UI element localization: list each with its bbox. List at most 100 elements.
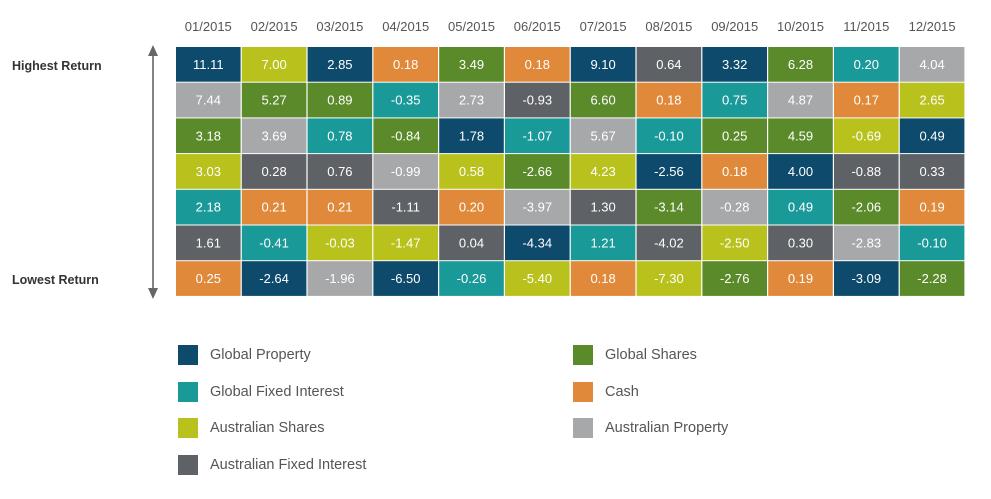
- cell-value: -1.47: [391, 235, 421, 250]
- cell-value: 0.25: [722, 128, 747, 143]
- cell-australian-shares: [899, 82, 965, 118]
- cell-value: -0.26: [457, 271, 487, 286]
- cell-value: -0.10: [917, 235, 947, 250]
- cell-global-property: [439, 118, 504, 154]
- cell-value: 0.58: [459, 164, 484, 179]
- cell-australian-property: [899, 47, 965, 82]
- cell-value: 1.21: [590, 235, 615, 250]
- cell-value: 4.23: [590, 164, 615, 179]
- cell-australian-fixed-interest: [636, 225, 702, 261]
- cell-australian-property: [768, 82, 833, 118]
- cell-australian-fixed-interest: [570, 189, 636, 225]
- cell-global-property: [570, 47, 636, 82]
- legend-label: Australian Property: [605, 420, 729, 436]
- cell-australian-property: [702, 189, 767, 225]
- cell-australian-shares: [241, 47, 307, 82]
- legend-item: Australian Property: [573, 418, 728, 438]
- cell-value: 0.25: [196, 271, 221, 286]
- cell-global-property: [373, 261, 438, 296]
- cell-australian-fixed-interest: [307, 154, 373, 189]
- legend-label: Global Shares: [605, 347, 697, 363]
- cell-australian-fixed-interest: [439, 225, 504, 261]
- cell-global-shares: [241, 82, 307, 118]
- cell-value: 0.89: [327, 93, 352, 108]
- cell-value: -2.50: [720, 235, 750, 250]
- cell-global-shares: [505, 154, 570, 189]
- cell-global-fixed-interest: [176, 189, 241, 225]
- cell-global-shares: [307, 82, 373, 118]
- cell-australian-property: [439, 82, 504, 118]
- column-label: 05/2015: [448, 19, 495, 34]
- legend-swatch: [573, 345, 593, 365]
- cell-australian-shares: [505, 261, 570, 296]
- cell-value: 2.73: [459, 93, 484, 108]
- cell-value: 1.30: [590, 200, 615, 215]
- cell-value: 3.32: [722, 57, 747, 72]
- cell-cash: [373, 47, 438, 82]
- cell-value: -2.28: [917, 271, 947, 286]
- return-arrow: [148, 45, 158, 299]
- legend-label: Australian Fixed Interest: [210, 456, 367, 473]
- cell-value: 3.18: [196, 128, 221, 143]
- legend-swatch: [178, 381, 198, 402]
- cell-australian-fixed-interest: [241, 154, 307, 189]
- cell-australian-fixed-interest: [176, 225, 241, 261]
- cell-global-property: [307, 47, 373, 82]
- cell-value: 0.18: [590, 271, 615, 286]
- column-label: 08/2015: [645, 19, 692, 34]
- cell-value: 4.87: [788, 93, 813, 108]
- cell-global-fixed-interest: [373, 82, 438, 118]
- cell-global-shares: [768, 118, 833, 154]
- column-label: 01/2015: [185, 19, 232, 34]
- cell-value: -2.76: [720, 271, 750, 286]
- legend-item: Global Shares: [573, 345, 697, 365]
- column-label: 03/2015: [316, 19, 363, 34]
- cell-global-property: [899, 118, 965, 154]
- column-label: 09/2015: [711, 19, 758, 34]
- cell-australian-shares: [439, 154, 504, 189]
- legend-item: Australian Shares: [178, 418, 324, 438]
- cell-australian-property: [241, 118, 307, 154]
- cell-value: -6.50: [391, 271, 421, 286]
- legend-swatch: [573, 418, 593, 438]
- cell-value: 3.69: [261, 128, 286, 143]
- cell-australian-fixed-interest: [768, 225, 833, 261]
- legend-label: Australian Shares: [210, 420, 325, 436]
- cell-value: 4.04: [919, 57, 944, 72]
- cell-value: -0.88: [851, 164, 881, 179]
- cell-global-shares: [570, 82, 636, 118]
- return-arrow-up-head: [148, 45, 158, 56]
- legend-item: Cash: [573, 381, 639, 402]
- cell-value: 0.21: [327, 200, 352, 215]
- cell-value: 0.18: [656, 93, 681, 108]
- cell-global-shares: [702, 118, 767, 154]
- column-labels: 01/2015 02/2015 03/2015 04/2015 05/2015 06/20…: [185, 19, 956, 34]
- cell-value: 0.78: [327, 128, 352, 143]
- cell-australian-shares: [834, 118, 899, 154]
- cell-global-fixed-interest: [768, 189, 833, 225]
- cell-australian-property: [570, 118, 636, 154]
- cell-value: 0.17: [854, 93, 879, 108]
- cell-value: 11.11: [193, 57, 224, 72]
- cell-value: -0.35: [391, 93, 421, 108]
- cell-value: 7.44: [196, 93, 221, 108]
- cell-value: 5.67: [590, 128, 615, 143]
- cell-value: -0.84: [391, 128, 421, 143]
- cell-australian-shares: [176, 154, 241, 189]
- cell-value: 0.20: [459, 200, 484, 215]
- cell-global-property: [702, 47, 767, 82]
- column-label: 07/2015: [580, 19, 627, 34]
- legend-item: Australian Fixed Interest: [178, 454, 367, 475]
- cell-value: -1.11: [391, 200, 420, 215]
- cell-value: -7.30: [654, 271, 684, 286]
- cell-global-shares: [702, 261, 767, 296]
- cell-value: 6.28: [788, 57, 813, 72]
- cell-cash: [176, 261, 241, 296]
- cell-australian-fixed-interest: [505, 82, 570, 118]
- cell-value: -0.03: [325, 235, 355, 250]
- cell-global-shares: [834, 189, 899, 225]
- cell-value: 3.49: [459, 57, 484, 72]
- cell-global-property: [636, 154, 702, 189]
- cell-value: -2.66: [522, 164, 552, 179]
- cell-cash: [241, 189, 307, 225]
